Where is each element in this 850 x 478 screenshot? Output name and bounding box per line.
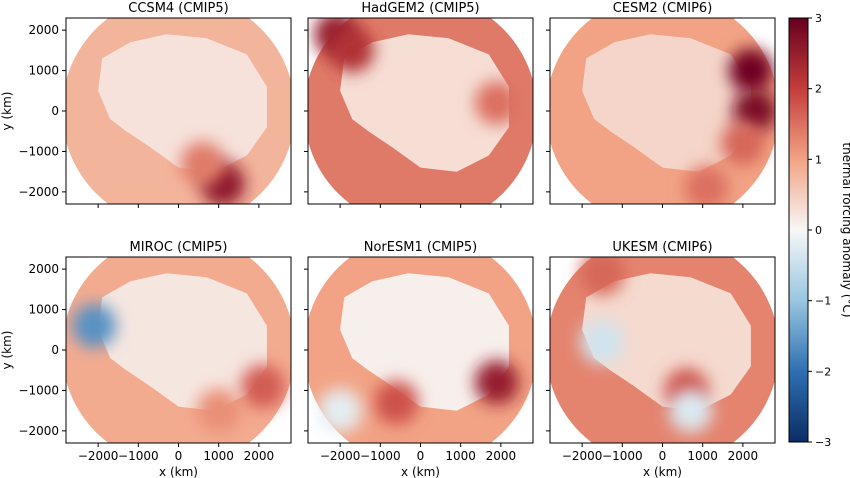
y-tick-label: −2000	[18, 185, 59, 199]
y-tick-label: −1000	[18, 383, 59, 397]
ice-sheet-field	[98, 34, 267, 172]
y-axis-label: y (km)	[0, 331, 14, 370]
anomaly-hotspot	[330, 28, 375, 73]
y-tick-label: 2000	[28, 23, 59, 37]
anomaly-hotspot	[374, 380, 419, 425]
panel: UKESM (CMIP6) −2000 −1000 0 1000 2000 x (km)	[546, 240, 776, 478]
x-tick-label: −2000	[320, 449, 361, 463]
x-tick-label: −1000	[602, 449, 643, 463]
panel: NorESM1 (CMIP5) −2000 −1000 0 1000 2000 x (km)	[304, 240, 534, 478]
colorbar-tick-label: 1	[815, 153, 822, 166]
x-tick-label: 1000	[203, 449, 234, 463]
colorbar-tick-label: −1	[815, 295, 831, 308]
y-tick-label: −1000	[18, 144, 59, 158]
panel-title: NorESM1 (CMIP5)	[364, 240, 478, 255]
anomaly-hotspot	[580, 319, 625, 364]
x-tick-label: 2000	[486, 449, 517, 463]
anomaly-hotspot	[240, 364, 285, 409]
anomaly-hotspot	[684, 165, 729, 204]
panel-title: UKESM (CMIP6)	[612, 240, 712, 255]
panel-title: MIROC (CMIP5)	[130, 240, 228, 255]
colorbar-tick-label: −2	[815, 365, 831, 378]
x-tick-label: 0	[659, 449, 667, 463]
colorbar-tick-label: −3	[815, 436, 831, 449]
x-tick-label: −1000	[360, 449, 401, 463]
ice-sheet-field	[582, 273, 751, 411]
ice-sheet-field	[582, 34, 751, 172]
colorbar-scale	[788, 17, 809, 443]
anomaly-hotspot	[720, 121, 765, 166]
colorbar-tick-label: 3	[815, 12, 822, 25]
anomaly-hotspot	[580, 257, 625, 296]
anomaly-hotspot	[180, 141, 225, 186]
x-tick-label: 1000	[445, 449, 476, 463]
y-axis-label: y (km)	[0, 92, 14, 131]
y-tick-label: −2000	[18, 424, 59, 438]
ice-sheet-field	[340, 34, 509, 172]
anomaly-hotspot	[474, 360, 519, 405]
panel: CCSM4 (CMIP5) 2000 1000 0 −1000 −2000 y (km)	[0, 1, 292, 208]
panel-title: HadGEM2 (CMIP5)	[361, 1, 479, 16]
anomaly-hotspot	[728, 48, 773, 93]
anomaly-hotspot	[196, 388, 241, 433]
ice-sheet-field	[98, 273, 267, 411]
x-tick-label: 0	[175, 449, 183, 463]
colorbar-label: thermal forcing anomaly (°C)	[840, 142, 850, 317]
x-axis-label: x (km)	[401, 465, 440, 478]
y-tick-label: 2000	[28, 262, 59, 276]
colorbar-tick-label: 2	[815, 83, 822, 96]
y-tick-label: 0	[51, 104, 59, 118]
x-tick-label: 2000	[728, 449, 759, 463]
anomaly-hotspot	[668, 388, 713, 433]
x-tick-label: 2000	[244, 449, 275, 463]
x-tick-label: −1000	[118, 449, 159, 463]
y-tick-label: 1000	[28, 303, 59, 317]
anomaly-hotspot	[72, 303, 117, 348]
colorbar-tick-label: 0	[815, 224, 822, 237]
panel-title: CESM2 (CMIP6)	[613, 1, 713, 16]
x-tick-label: −2000	[78, 449, 119, 463]
panel: CESM2 (CMIP6)	[546, 1, 776, 208]
y-tick-label: 0	[51, 343, 59, 357]
ice-sheet-field	[340, 273, 509, 411]
x-axis-label: x (km)	[159, 465, 198, 478]
anomaly-hotspot	[318, 388, 363, 433]
y-tick-label: 1000	[28, 64, 59, 78]
panel: HadGEM2 (CMIP5)	[304, 1, 534, 208]
anomaly-hotspot	[474, 80, 519, 125]
x-axis-label: x (km)	[643, 465, 682, 478]
colorbar: −3 −2 −1 0 1 2 3 thermal forcing anomaly (°C)	[788, 12, 850, 449]
panel-title: CCSM4 (CMIP5)	[128, 1, 228, 16]
x-tick-label: 0	[417, 449, 425, 463]
x-tick-label: −2000	[562, 449, 603, 463]
x-tick-label: 1000	[687, 449, 718, 463]
